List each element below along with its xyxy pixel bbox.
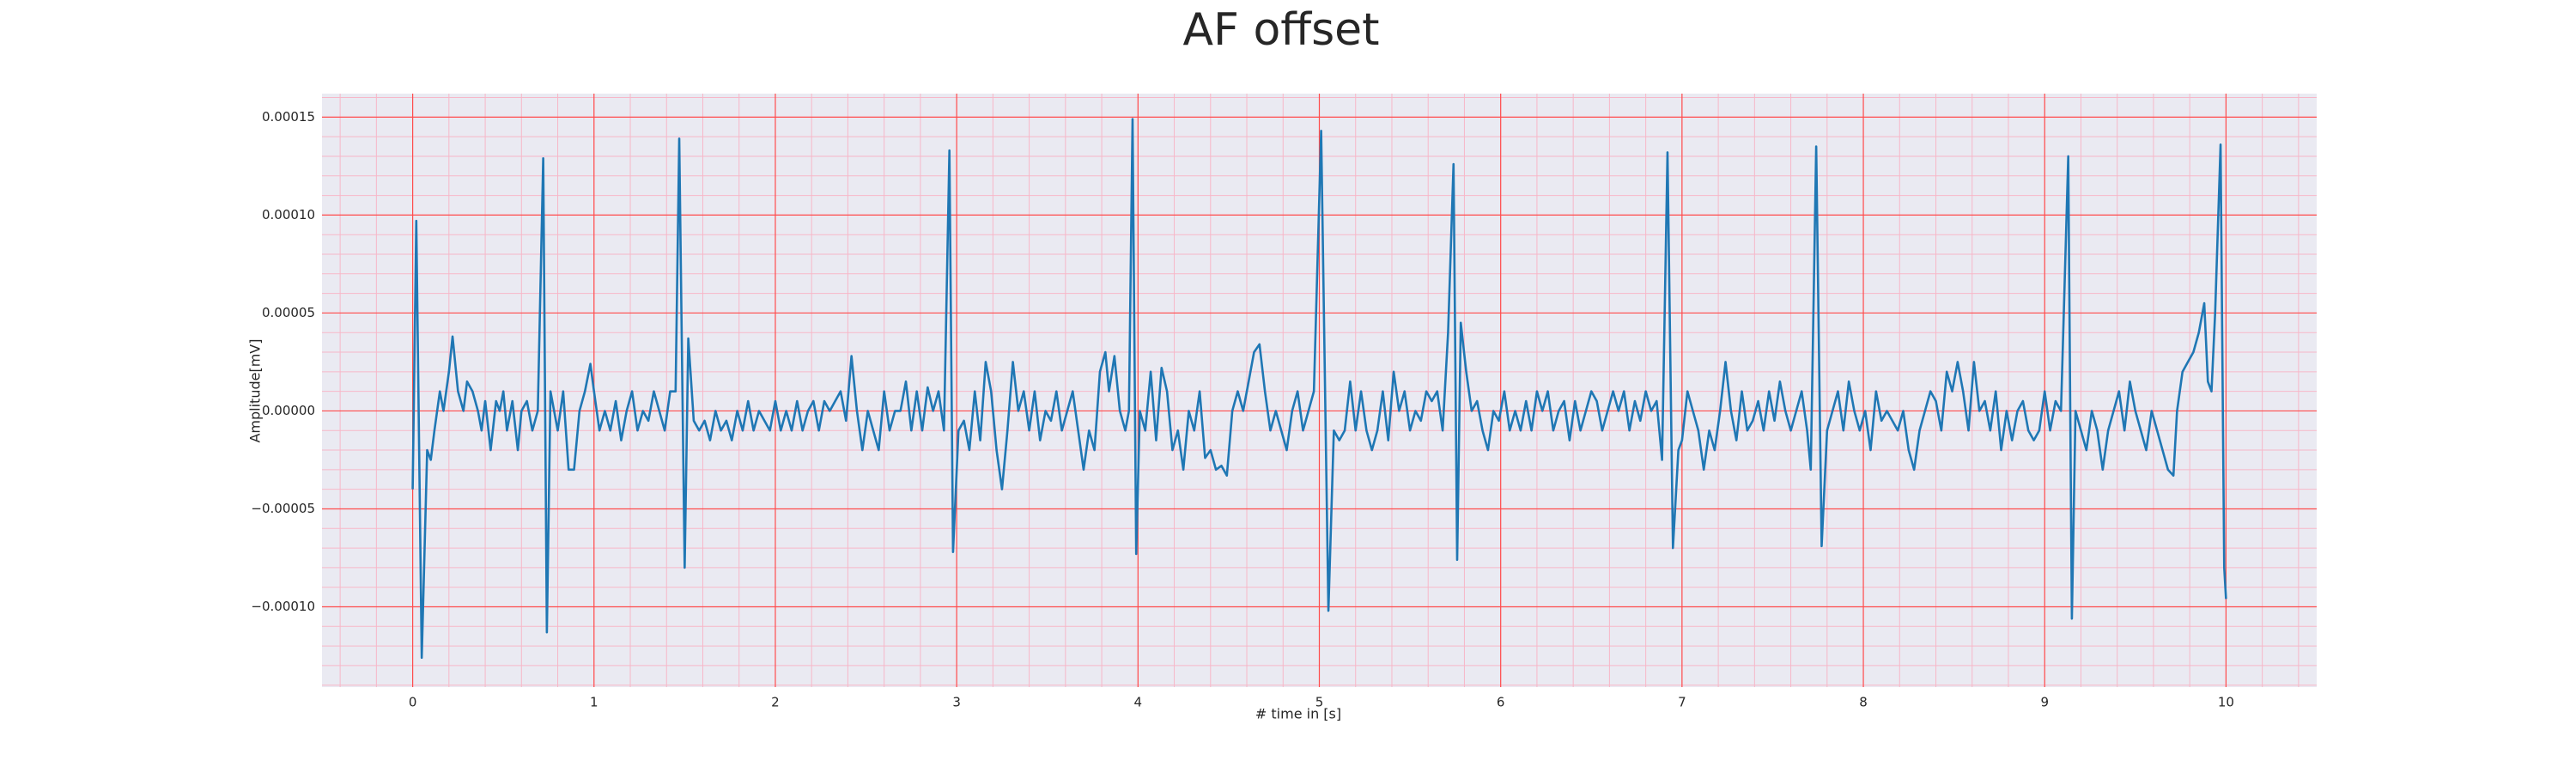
y-tick-label: −0.00010 bbox=[251, 599, 315, 614]
y-tick-label: 0.00005 bbox=[262, 305, 315, 320]
y-tick-label: 0.00015 bbox=[262, 109, 315, 125]
y-tick-label: 0.00010 bbox=[262, 207, 315, 222]
y-tick-label: 0.00000 bbox=[262, 403, 315, 418]
signal-line bbox=[411, 118, 2227, 660]
x-axis-label: # time in [s] bbox=[1255, 706, 1341, 722]
x-tick-label: 2 bbox=[771, 695, 780, 710]
x-tick-label: 7 bbox=[1678, 695, 1686, 710]
chart-title: AF offset bbox=[1182, 4, 1379, 56]
y-axis-label: Amplitude[mV] bbox=[247, 338, 264, 442]
x-tick-label: 4 bbox=[1134, 695, 1143, 710]
y-tick-label: −0.00005 bbox=[251, 501, 315, 516]
x-tick-label: 5 bbox=[1315, 695, 1324, 710]
x-tick-label: 3 bbox=[952, 695, 961, 710]
x-tick-label: 8 bbox=[1859, 695, 1868, 710]
x-tick-label: 6 bbox=[1497, 695, 1505, 710]
x-tick-label: 10 bbox=[2218, 695, 2234, 710]
x-tick-label: 0 bbox=[409, 695, 417, 710]
x-tick-label: 1 bbox=[590, 695, 598, 710]
x-tick-label: 9 bbox=[2040, 695, 2049, 710]
